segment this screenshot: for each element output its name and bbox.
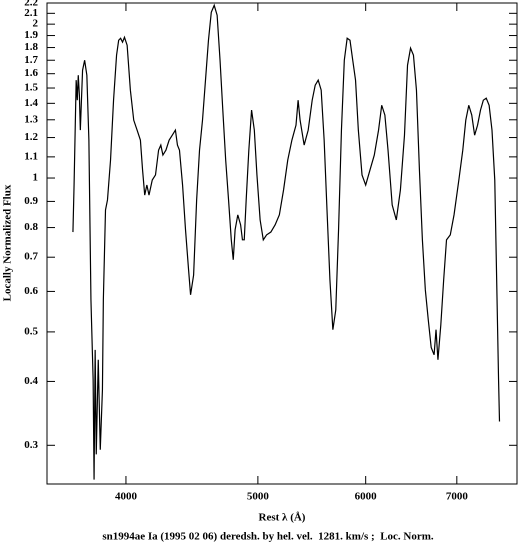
y-tick-label: 1.4 <box>24 97 38 109</box>
y-tick-label: 0.9 <box>24 195 38 207</box>
caption: sn1994ae Ia (1995 02 06) deredsh. by hel… <box>102 531 434 543</box>
spectrum-line <box>72 3 501 480</box>
x-tick-label: 6000 <box>355 491 378 503</box>
y-tick-label: 0.5 <box>24 325 38 337</box>
y-tick-label: 0.3 <box>24 439 38 451</box>
y-tick-label: 1.6 <box>24 67 38 79</box>
y-tick-label: 1.2 <box>24 131 38 143</box>
x-tick-label: 5000 <box>247 491 270 503</box>
y-tick-label: 2.1 <box>24 7 38 19</box>
y-tick-label: 2 <box>33 18 39 30</box>
y-tick-label: 1.7 <box>24 54 38 66</box>
y-axis-label: Locally Normalized Flux <box>2 184 14 301</box>
y-tick-label: 1.3 <box>24 113 38 125</box>
y-tick-label: 0.8 <box>24 221 38 233</box>
y-tick-label: 1.9 <box>24 29 38 41</box>
plot-frame <box>46 2 518 485</box>
x-tick-label: 7000 <box>446 491 469 503</box>
y-tick-label: 1.1 <box>24 150 38 162</box>
x-axis-label: Rest λ (Å) <box>259 512 306 524</box>
y-tick-label: 0.7 <box>24 251 38 263</box>
x-tick-label: 4000 <box>115 491 138 503</box>
y-tick-label: 1.8 <box>24 41 38 53</box>
y-tick-label: 0.4 <box>24 375 38 387</box>
y-tick-label: 1 <box>33 172 39 184</box>
y-tick-label: 1.5 <box>24 82 38 94</box>
y-tick-label: 0.6 <box>24 285 38 297</box>
y-tick-label: 2.2 <box>24 0 38 9</box>
